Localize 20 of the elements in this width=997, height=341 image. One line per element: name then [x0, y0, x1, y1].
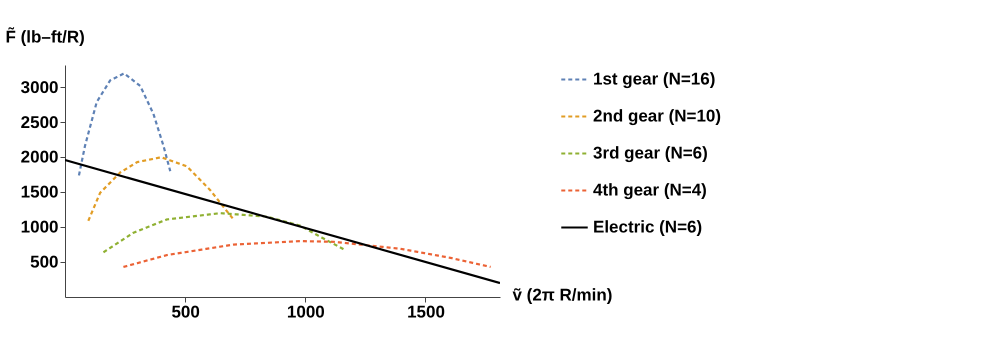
x-axis-title: ṽ (2π R/min) — [512, 286, 612, 304]
line-series — [102, 212, 347, 254]
y-tick-label: 500 — [30, 252, 58, 272]
line-series — [87, 156, 235, 222]
legend-label: 4th gear (N=4) — [593, 180, 707, 200]
legend-label: 3rd gear (N=6) — [593, 144, 708, 162]
y-tick-label: 1000 — [20, 218, 58, 237]
x-tick-label: 1500 — [407, 302, 445, 322]
y-tick-label: 1500 — [20, 182, 58, 202]
legend-label: 1st gear (N=16) — [593, 70, 716, 88]
line-series — [122, 240, 492, 268]
x-tick-label: 500 — [171, 302, 200, 322]
y-tick-label: 3000 — [20, 78, 58, 97]
y-tick-label: 2000 — [20, 148, 58, 167]
legend-label: Electric (N=6) — [593, 218, 702, 236]
line-series — [78, 72, 172, 177]
legend-label: 2nd gear (N=10) — [593, 106, 722, 126]
y-tick-label: 2500 — [20, 112, 58, 132]
x-tick-label: 1000 — [286, 302, 325, 322]
y-axis-title: F̃ (lb–ft/R) — [6, 26, 85, 46]
